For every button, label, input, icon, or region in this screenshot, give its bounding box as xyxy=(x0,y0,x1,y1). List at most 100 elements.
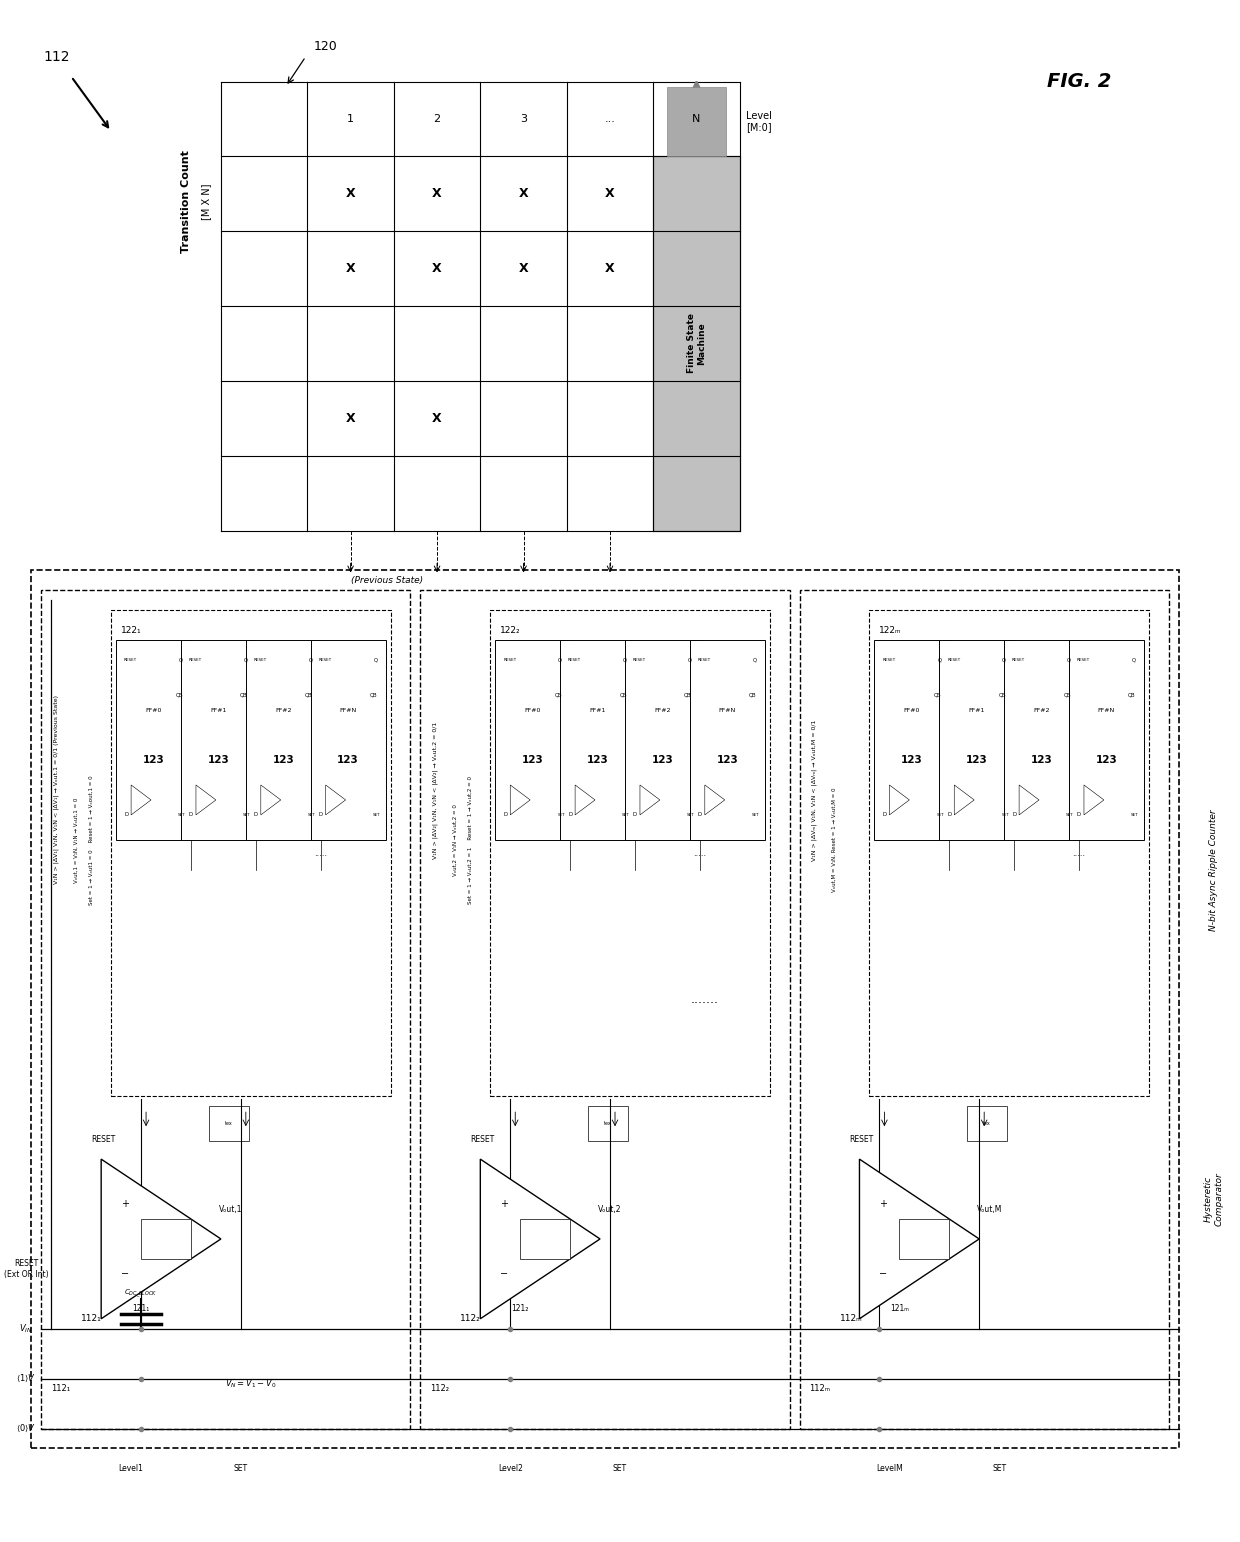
Text: RESET: RESET xyxy=(947,658,961,662)
Text: 123: 123 xyxy=(1095,756,1117,765)
Bar xyxy=(560,640,635,840)
Bar xyxy=(41,591,410,1428)
Text: FF#N: FF#N xyxy=(340,708,357,712)
Text: 120: 120 xyxy=(314,40,337,52)
Text: 123: 123 xyxy=(901,756,923,765)
Text: Q: Q xyxy=(309,658,312,663)
Text: RESET: RESET xyxy=(1078,658,1090,662)
Text: Level1: Level1 xyxy=(119,1463,144,1473)
Text: tex: tex xyxy=(224,1121,233,1126)
Polygon shape xyxy=(1019,785,1039,814)
Text: ...: ... xyxy=(605,114,615,123)
Text: X: X xyxy=(518,262,528,274)
Text: 112: 112 xyxy=(43,49,69,63)
Text: D: D xyxy=(319,813,322,817)
Text: QB: QB xyxy=(370,692,377,697)
Text: Q: Q xyxy=(937,658,941,663)
Text: .....: ..... xyxy=(1073,850,1085,857)
Text: 123: 123 xyxy=(143,756,165,765)
Polygon shape xyxy=(859,1160,980,1318)
Text: FF#2: FF#2 xyxy=(655,708,671,712)
Bar xyxy=(899,1220,950,1258)
Text: SET: SET xyxy=(622,813,630,817)
Text: SET: SET xyxy=(373,813,381,817)
Text: D: D xyxy=(1012,813,1016,817)
Text: V₁N > |ΔV₁| V₁N, V₁N < |ΔV₁| → Vₒut,1 = 0/1 (Previous State): V₁N > |ΔV₁| V₁N, V₁N < |ΔV₁| → Vₒut,1 = … xyxy=(53,695,60,885)
Text: 123: 123 xyxy=(587,756,609,765)
Text: FF#1: FF#1 xyxy=(589,708,605,712)
Polygon shape xyxy=(102,1160,221,1318)
Text: Finite State
Machine: Finite State Machine xyxy=(687,313,707,373)
Text: RESET: RESET xyxy=(254,658,267,662)
Text: SET: SET xyxy=(234,1463,248,1473)
Text: $\langle 1 \rangle V$: $\langle 1 \rangle V$ xyxy=(16,1372,36,1385)
Bar xyxy=(490,611,770,1096)
Text: FF#2: FF#2 xyxy=(1033,708,1050,712)
Bar xyxy=(874,640,950,840)
Polygon shape xyxy=(667,86,727,156)
Polygon shape xyxy=(575,785,595,814)
Bar xyxy=(588,1107,627,1141)
Text: 123: 123 xyxy=(651,756,673,765)
Text: Q: Q xyxy=(622,658,627,663)
Bar xyxy=(420,591,790,1428)
Text: Vₒut,M: Vₒut,M xyxy=(976,1204,1002,1214)
Text: D: D xyxy=(124,813,128,817)
Bar xyxy=(869,611,1148,1096)
Text: N: N xyxy=(692,114,701,123)
Text: QB: QB xyxy=(998,692,1006,697)
Text: D: D xyxy=(947,813,951,817)
Text: SET: SET xyxy=(308,813,316,817)
Text: Q: Q xyxy=(179,658,184,663)
Text: FF#2: FF#2 xyxy=(275,708,291,712)
Text: 123: 123 xyxy=(207,756,229,765)
Text: 112₂: 112₂ xyxy=(430,1385,449,1392)
Text: D: D xyxy=(254,813,258,817)
Text: FF#0: FF#0 xyxy=(525,708,541,712)
Text: Level
[M:0]: Level [M:0] xyxy=(746,111,773,133)
Text: 112ₘ: 112ₘ xyxy=(810,1385,831,1392)
Text: 122₂: 122₂ xyxy=(500,626,521,635)
Text: SET: SET xyxy=(557,813,565,817)
Text: 123: 123 xyxy=(1030,756,1053,765)
Text: D: D xyxy=(503,813,507,817)
Text: V₁N > |ΔVₘ| V₁N, V₁N < |ΔVₘ| → Vₒut,M = 0/1: V₁N > |ΔVₘ| V₁N, V₁N < |ΔVₘ| → Vₒut,M = … xyxy=(812,719,817,860)
Text: SET: SET xyxy=(179,813,186,817)
Text: Level2: Level2 xyxy=(497,1463,523,1473)
Text: RESET: RESET xyxy=(124,658,138,662)
Text: SET: SET xyxy=(992,1463,1006,1473)
Text: D: D xyxy=(1078,813,1081,817)
Text: 112₁: 112₁ xyxy=(51,1385,71,1392)
Text: SET: SET xyxy=(243,813,250,817)
Text: FF#1: FF#1 xyxy=(968,708,985,712)
Text: 2: 2 xyxy=(434,114,440,123)
Polygon shape xyxy=(955,785,975,814)
Text: Hysteretic
Comparator: Hysteretic Comparator xyxy=(1204,1172,1224,1226)
Text: Q: Q xyxy=(244,658,248,663)
Text: $V_N = V_1 - V_0$: $V_N = V_1 - V_0$ xyxy=(224,1377,277,1389)
Bar xyxy=(495,640,570,840)
Text: QB: QB xyxy=(305,692,312,697)
Text: Vₒut,1: Vₒut,1 xyxy=(219,1204,243,1214)
Polygon shape xyxy=(1084,785,1104,814)
Text: Q: Q xyxy=(753,658,756,663)
Text: Q: Q xyxy=(373,658,377,663)
Polygon shape xyxy=(889,785,909,814)
Text: Vₒut,2 = V₁N → Vₒut,2 = 0: Vₒut,2 = V₁N → Vₒut,2 = 0 xyxy=(453,803,458,876)
Text: Transition Count: Transition Count xyxy=(181,150,191,253)
Text: tex: tex xyxy=(983,1121,991,1126)
Text: 112ₘ: 112ₘ xyxy=(839,1314,862,1323)
Bar xyxy=(246,640,321,840)
Bar xyxy=(521,1220,570,1258)
Text: RESET
(Ext OR Int): RESET (Ext OR Int) xyxy=(4,1260,48,1278)
Polygon shape xyxy=(480,1160,600,1318)
Text: RESET: RESET xyxy=(849,1135,874,1144)
Polygon shape xyxy=(196,785,216,814)
Text: X: X xyxy=(605,187,615,200)
Text: X: X xyxy=(433,412,441,424)
Text: FF#N: FF#N xyxy=(719,708,735,712)
Text: RESET: RESET xyxy=(632,658,646,662)
Text: D: D xyxy=(632,813,637,817)
Polygon shape xyxy=(510,785,531,814)
Text: Vₒut,1 = V₁N, V₁N → Vₒut,1 = 0: Vₒut,1 = V₁N, V₁N → Vₒut,1 = 0 xyxy=(73,797,78,882)
